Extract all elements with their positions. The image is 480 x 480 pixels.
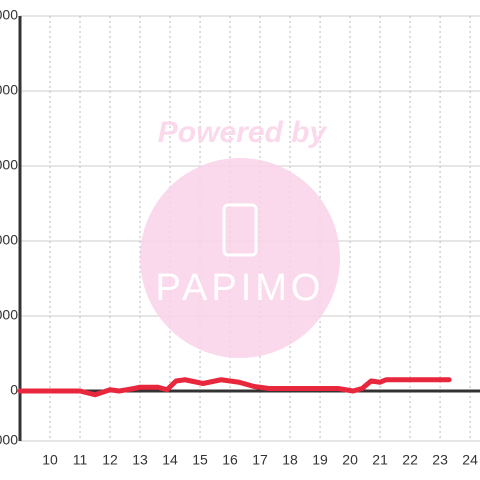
y-tick-label: 150,000 xyxy=(0,7,18,23)
x-tick-label: 21 xyxy=(372,452,388,468)
x-tick-label: 11 xyxy=(73,452,88,468)
x-tick-label: 22 xyxy=(402,452,418,468)
x-tick-label: 13 xyxy=(132,452,148,468)
x-tick-label: 15 xyxy=(192,452,208,468)
x-tick-label: 14 xyxy=(162,452,178,468)
y-tick-label: 120,000 xyxy=(0,82,18,98)
x-tick-label: 18 xyxy=(282,452,298,468)
watermark: Powered by PAPIMO xyxy=(140,116,340,358)
x-tick-label: 23 xyxy=(432,452,448,468)
y-tick-label: -20,000 xyxy=(0,432,18,448)
x-tick-label: 17 xyxy=(252,452,268,468)
y-tick-label: 0 xyxy=(10,382,18,398)
watermark-text: Powered by xyxy=(158,116,328,149)
x-tick-label: 12 xyxy=(102,452,118,468)
y-tick-label: 60,000 xyxy=(0,232,18,248)
watermark-circle xyxy=(140,158,340,358)
x-tick-label: 16 xyxy=(222,452,238,468)
x-tick-label: 24 xyxy=(462,452,478,468)
watermark-text: PAPIMO xyxy=(156,267,325,309)
x-tick-label: 20 xyxy=(342,452,358,468)
x-tick-label: 10 xyxy=(42,452,58,468)
y-tick-label: 30,000 xyxy=(0,307,18,323)
watermark-icon xyxy=(222,203,258,257)
x-tick-label: 19 xyxy=(312,452,328,468)
data-line xyxy=(17,377,452,398)
y-tick-label: 90,000 xyxy=(0,157,18,173)
